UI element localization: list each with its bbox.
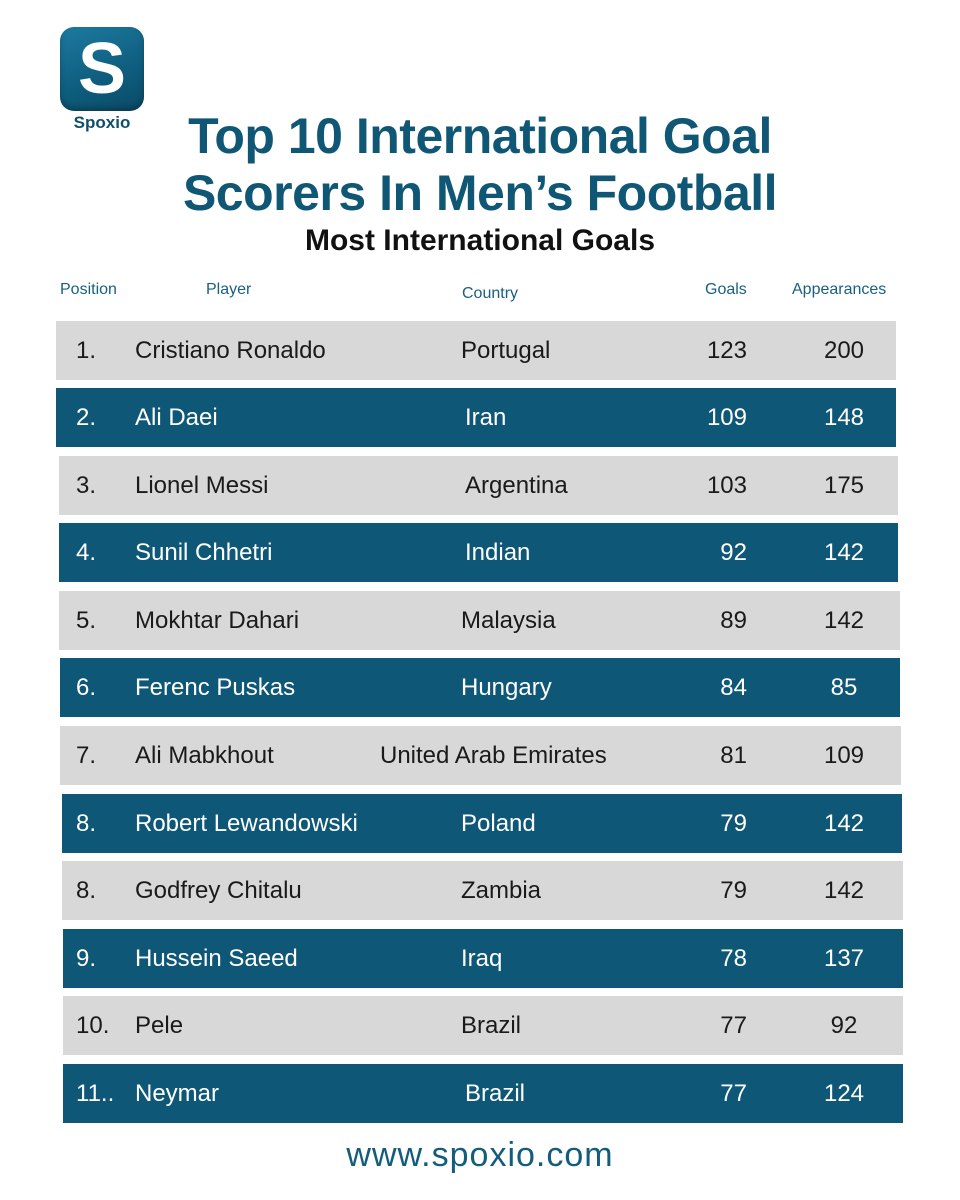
- cell-appearances: 137: [823, 945, 865, 972]
- cell-country: Brazil: [465, 1080, 526, 1107]
- title-line-2: Scorers In Men’s Football: [182, 165, 778, 221]
- table-row: 5. Mokhtar Dahari Malaysia 89 142: [59, 591, 900, 650]
- cell-position: 7.: [76, 742, 97, 769]
- cell-appearances: 200: [823, 337, 865, 364]
- cell-goals: 77: [720, 1012, 747, 1039]
- cell-goals: 92: [720, 539, 747, 566]
- cell-position: 3.: [76, 472, 97, 499]
- footer-url[interactable]: www.spoxio.com: [346, 1136, 614, 1174]
- cell-appearances: 85: [830, 674, 858, 701]
- column-header-player: Player: [206, 281, 252, 298]
- spoxio-logo: S: [60, 27, 144, 111]
- title-line-1: Top 10 International Goal: [188, 108, 772, 164]
- cell-country: Indian: [465, 539, 531, 566]
- cell-goals: 103: [706, 472, 747, 499]
- column-header-country: Country: [462, 285, 519, 302]
- cell-player: Hussein Saeed: [135, 945, 298, 972]
- table-row: 11.. Neymar Brazil 77 124: [63, 1064, 903, 1123]
- table-row: 2. Ali Daei Iran 109 148: [56, 388, 896, 447]
- cell-player: Neymar: [135, 1080, 220, 1107]
- cell-appearances: 148: [823, 404, 865, 431]
- table-row: 3. Lionel Messi Argentina 103 175: [59, 456, 898, 515]
- cell-appearances: 124: [823, 1080, 865, 1107]
- table-row: 9. Hussein Saeed Iraq 78 137: [63, 929, 903, 988]
- cell-country: Hungary: [461, 674, 552, 701]
- cell-player: Pele: [135, 1012, 184, 1039]
- cell-player: Ferenc Puskas: [135, 674, 296, 701]
- cell-goals: 79: [720, 877, 747, 904]
- brand-name: Spoxio: [73, 113, 131, 132]
- page-subtitle: Most International Goals: [304, 224, 656, 257]
- cell-position: 4.: [76, 539, 97, 566]
- cell-country: Poland: [461, 810, 536, 837]
- cell-goals: 78: [720, 945, 747, 972]
- cell-appearances: 142: [823, 877, 865, 904]
- cell-country: Zambia: [461, 877, 542, 904]
- cell-position: 6.: [76, 674, 97, 701]
- column-header-position: Position: [60, 281, 117, 298]
- cell-country: Brazil: [461, 1012, 522, 1039]
- page-title: Top 10 International Goal Scorers In Men…: [0, 108, 960, 222]
- cell-position: 2.: [76, 404, 97, 431]
- cell-appearances: 92: [830, 1012, 858, 1039]
- cell-position: 1.: [76, 337, 97, 364]
- cell-player: Cristiano Ronaldo: [135, 337, 326, 364]
- cell-country: Iraq: [461, 945, 503, 972]
- cell-goals: 77: [720, 1080, 747, 1107]
- cell-player: Godfrey Chitalu: [135, 877, 302, 904]
- table-row: 10. Pele Brazil 77 92: [63, 996, 903, 1055]
- cell-appearances: 175: [823, 472, 865, 499]
- cell-player: Mokhtar Dahari: [135, 607, 300, 634]
- table-row: 4. Sunil Chhetri Indian 92 142: [59, 523, 898, 582]
- cell-position: 9.: [76, 945, 97, 972]
- cell-goals: 89: [720, 607, 747, 634]
- table-row: 6. Ferenc Puskas Hungary 84 85: [60, 658, 900, 717]
- table-row: 8. Robert Lewandowski Poland 79 142: [62, 794, 902, 853]
- cell-appearances: 142: [823, 607, 865, 634]
- cell-position: 5.: [76, 607, 97, 634]
- cell-player: Lionel Messi: [135, 472, 269, 499]
- cell-country: Iran: [465, 404, 507, 431]
- table-row: 8. Godfrey Chitalu Zambia 79 142: [62, 861, 903, 920]
- cell-country: Argentina: [465, 472, 568, 499]
- cell-country: Malaysia: [461, 607, 556, 634]
- cell-player: Robert Lewandowski: [135, 810, 358, 837]
- column-header-appearances: Appearances: [792, 281, 887, 298]
- cell-goals: 84: [720, 674, 747, 701]
- cell-player: Ali Daei: [135, 404, 218, 431]
- cell-goals: 79: [720, 810, 747, 837]
- cell-appearances: 142: [823, 539, 865, 566]
- column-header-goals: Goals: [705, 281, 747, 298]
- cell-position: 10.: [76, 1012, 110, 1039]
- cell-appearances: 142: [823, 810, 865, 837]
- cell-goals: 109: [706, 404, 747, 431]
- cell-player: Ali Mabkhout: [135, 742, 274, 769]
- cell-goals: 81: [720, 742, 747, 769]
- logo-letter: S: [77, 29, 127, 109]
- table-row: 1. Cristiano Ronaldo Portugal 123 200: [56, 321, 896, 380]
- cell-player: Sunil Chhetri: [135, 539, 273, 566]
- cell-country: United Arab Emirates: [380, 742, 607, 769]
- cell-position: 11..: [76, 1080, 115, 1107]
- cell-appearances: 109: [823, 742, 865, 769]
- table-row: 7. Ali Mabkhout United Arab Emirates 81 109: [60, 726, 901, 785]
- cell-goals: 123: [706, 337, 747, 364]
- cell-position: 8.: [76, 810, 97, 837]
- cell-country: Portugal: [461, 337, 551, 364]
- cell-position: 8.: [76, 877, 97, 904]
